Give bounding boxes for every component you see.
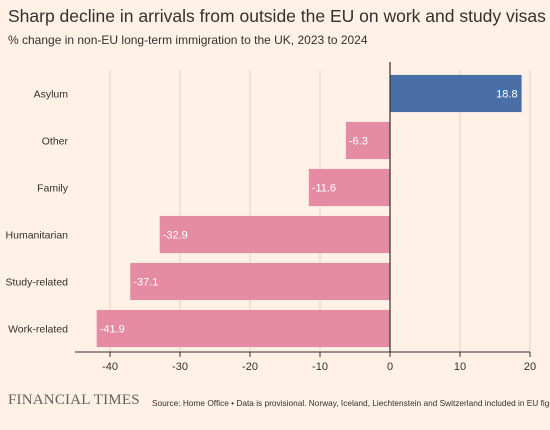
- axes: [75, 62, 531, 357]
- bar: [390, 74, 522, 113]
- value-label: -37.1: [133, 277, 158, 289]
- bar: [130, 262, 391, 301]
- x-tick-label: -10: [312, 361, 328, 373]
- chart-title: Sharp decline in arrivals from outside t…: [8, 6, 546, 26]
- bar: [159, 215, 390, 254]
- x-tick-label: 0: [387, 361, 393, 373]
- x-tick-label: -40: [102, 361, 118, 373]
- x-tick-label: -30: [172, 361, 188, 373]
- bars: [96, 74, 522, 348]
- category-label: Family: [37, 183, 69, 195]
- value-label: -6.3: [349, 136, 368, 148]
- category-label: Humanitarian: [6, 230, 69, 242]
- bar: [96, 309, 390, 348]
- category-label: Other: [42, 136, 69, 148]
- category-label: Study-related: [6, 277, 69, 289]
- category-label: Asylum: [34, 89, 69, 101]
- x-tick-label: 20: [524, 361, 536, 373]
- value-label: -32.9: [163, 230, 188, 242]
- grid-lines: [109, 70, 531, 352]
- source-note: Source: Home Office • Data is provisiona…: [152, 398, 550, 408]
- bar: [308, 168, 390, 207]
- x-tick-label: -20: [242, 361, 258, 373]
- x-tick-label: 10: [454, 361, 466, 373]
- value-label: -11.6: [312, 183, 336, 195]
- chart-subtitle: % change in non-EU long-term immigration…: [8, 33, 368, 47]
- labels: -40 -30 -20 -10 0 10 20 Asylum 18.8 Other -6.3 Fami…: [6, 89, 537, 374]
- category-label: Work-related: [8, 324, 68, 336]
- value-label: -41.9: [100, 324, 125, 336]
- value-label: 18.8: [496, 89, 517, 101]
- ft-logo: FINANCIAL TIMES: [8, 392, 140, 408]
- bar: [345, 121, 390, 160]
- bar-chart: -40 -30 -20 -10 0 10 20 Asylum 18.8 Other -6.3 Fami…: [6, 62, 537, 374]
